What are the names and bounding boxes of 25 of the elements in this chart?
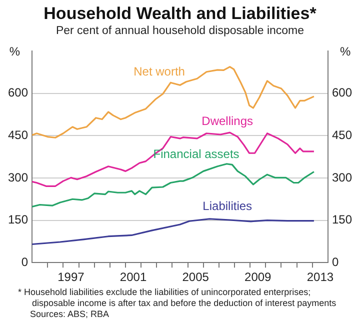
- y2-axis-title: %: [340, 44, 351, 58]
- chart-title: Household Wealth and Liabilities*: [42, 4, 318, 24]
- y-tick-label: 450: [8, 128, 28, 142]
- x-tick-label: 2013: [306, 270, 334, 284]
- y2-tick-label: 150: [332, 212, 352, 227]
- y-axis-title: %: [9, 44, 20, 58]
- y-tick-label: 0: [21, 254, 28, 269]
- chart-subtitle: Per cent of annual household disposable income: [54, 25, 306, 37]
- series-label: Liabilities: [202, 198, 252, 213]
- x-tick-label: 1997: [58, 270, 85, 284]
- y-tick-label: 150: [8, 212, 28, 227]
- y2-tick-label: 600: [332, 86, 352, 100]
- y-tick-label: 300: [8, 170, 28, 184]
- source-note: Sources: ABS; RBA: [29, 309, 110, 320]
- x-tick-label: 2009: [244, 270, 272, 284]
- series-label: Dwellings: [202, 114, 254, 128]
- x-tick-label: 2005: [182, 270, 210, 284]
- series-label: Net worth: [134, 64, 185, 78]
- text: * Household liabilities exclude the liabilities of unincorporated enterprises; disposable income is after tax and before the deduction of interest payments: [17, 287, 338, 309]
- y-tick-label: 600: [8, 86, 28, 100]
- y2-tick-label: 450: [332, 128, 352, 142]
- y2-tick-label: 300: [332, 170, 352, 184]
- y2-tick-label: 0: [332, 254, 339, 269]
- x-tick-label: 2001: [120, 270, 147, 284]
- series-label: Financial assets: [153, 146, 240, 161]
